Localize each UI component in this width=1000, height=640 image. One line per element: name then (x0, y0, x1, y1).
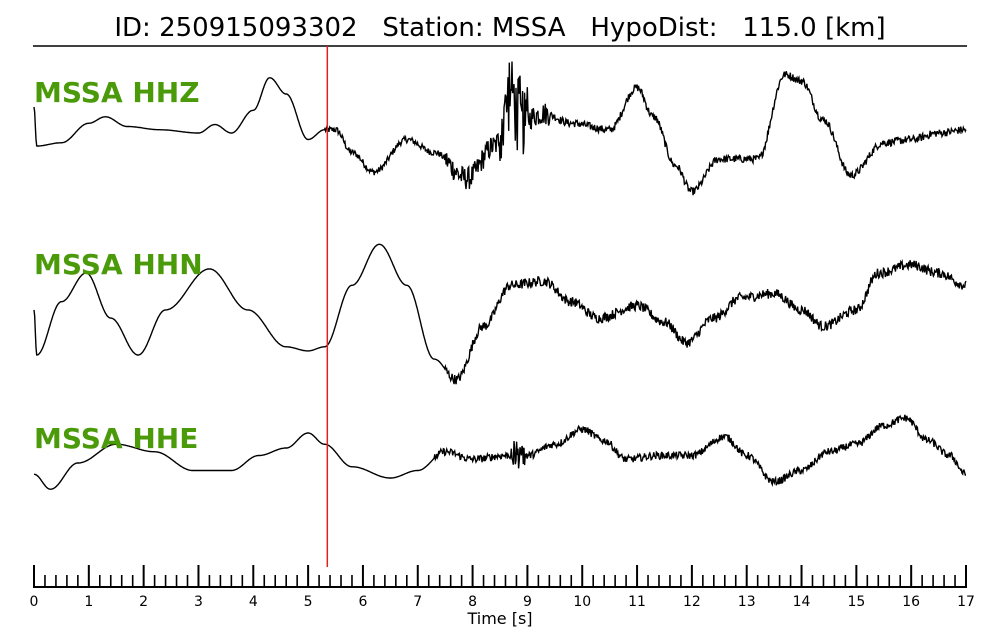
title-id-label: ID: (114, 13, 150, 43)
tick-label: 0 (30, 594, 39, 610)
tick-label: 15 (847, 594, 865, 610)
title-station-label: Station: (382, 13, 483, 43)
title-id-value: 250915093302 (159, 13, 358, 43)
trace-label-1: MSSA HHZ (34, 76, 200, 109)
tick-label: 3 (194, 594, 203, 610)
tick-label: 6 (358, 594, 367, 610)
tick-label: 1 (84, 594, 93, 610)
title-hypodist-value: 115.0 (742, 13, 816, 43)
traces-group (33, 61, 967, 490)
trace-label-3: MSSA HHE (34, 422, 198, 455)
tick-label: 12 (683, 594, 701, 610)
tick-label: 9 (523, 594, 532, 610)
title-hypodist-label: HypoDist: (590, 13, 717, 43)
x-axis-label: Time [s] (466, 609, 532, 628)
trace-line-1 (33, 61, 967, 196)
tick-label: 7 (413, 594, 422, 610)
time-axis: 0 1 2 3 4 5 6 7 8 9 10 11 12 13 14 15 16 17 (30, 565, 975, 610)
tick-label: 13 (738, 594, 756, 610)
chart-title: ID: 250915093302 Station: MSSA HypoDist:… (114, 13, 885, 43)
tick-label: 16 (902, 594, 920, 610)
tick-label: 11 (628, 594, 646, 610)
trace-line-2 (33, 243, 967, 385)
tick-label: 4 (249, 594, 258, 610)
trace-label-2: MSSA HHN (34, 248, 203, 281)
title-station-value: MSSA (492, 13, 566, 43)
trace-line-3 (34, 414, 966, 490)
tick-label: 8 (468, 594, 477, 610)
tick-label: 17 (957, 594, 975, 610)
trace-labels-group: MSSA HHZ MSSA HHN MSSA HHE (34, 76, 203, 455)
tick-label: 5 (304, 594, 313, 610)
title-hypodist-unit: [km] (825, 13, 886, 43)
tick-label: 10 (573, 594, 591, 610)
tick-label: 14 (793, 594, 811, 610)
tick-label: 2 (139, 594, 148, 610)
